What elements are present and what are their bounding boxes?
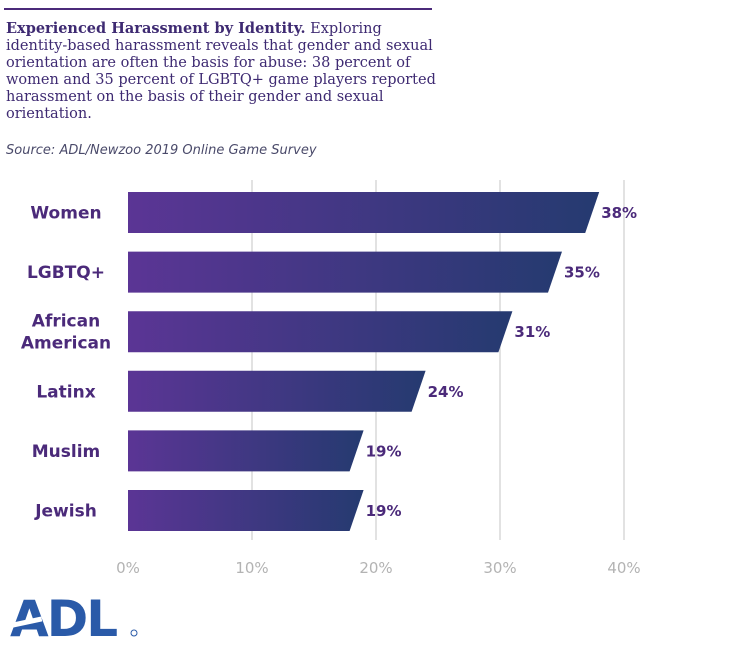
- bar: [128, 192, 600, 233]
- x-tick-label: 20%: [359, 559, 392, 577]
- adl-logo-icon: ADL: [10, 592, 138, 642]
- value-labels: 38% 35% 31% 24% 19% 19%: [366, 204, 638, 520]
- bar-value-label: 38%: [601, 204, 637, 222]
- x-axis-ticks: 0% 10% 20% 30% 40%: [116, 559, 641, 577]
- caption-title: Experienced Harassment by Identity.: [6, 20, 306, 37]
- bar-value-label: 35%: [564, 264, 600, 282]
- bar-value-label: 19%: [366, 502, 402, 520]
- category-label: LGBTQ+: [27, 263, 105, 283]
- top-rule: [4, 8, 432, 10]
- x-tick-label: 10%: [235, 559, 268, 577]
- category-label: Muslim: [32, 442, 101, 462]
- bar-chart: Women LGBTQ+ African American Latinx Muslim Je…: [21, 180, 641, 577]
- category-label: African American: [21, 312, 111, 354]
- bar: [128, 490, 364, 531]
- bar: [128, 370, 426, 412]
- bar-value-label: 19%: [366, 442, 402, 460]
- category-label: Jewish: [34, 502, 97, 522]
- adl-logo-text: ADL: [10, 592, 117, 642]
- source-note: Source: ADL/Newzoo 2019 Online Game Surv…: [6, 143, 317, 158]
- category-label: Women: [30, 204, 101, 224]
- bars: [128, 192, 600, 531]
- bar: [128, 311, 513, 353]
- x-tick-label: 40%: [607, 559, 640, 577]
- bar: [128, 430, 364, 472]
- chart-caption: Experienced Harassment by Identity. Expl…: [6, 20, 436, 123]
- x-tick-label: 0%: [116, 559, 140, 577]
- grid-lines: [251, 180, 625, 540]
- caption-body: Exploring identity-based harassment reve…: [6, 21, 436, 122]
- bar-value-label: 24%: [428, 383, 464, 401]
- bar: [128, 251, 562, 293]
- category-labels: Women LGBTQ+ African American Latinx Muslim Je…: [21, 204, 111, 522]
- bar-value-label: 31%: [514, 323, 550, 341]
- category-label: Latinx: [36, 382, 95, 402]
- x-tick-label: 30%: [483, 559, 516, 577]
